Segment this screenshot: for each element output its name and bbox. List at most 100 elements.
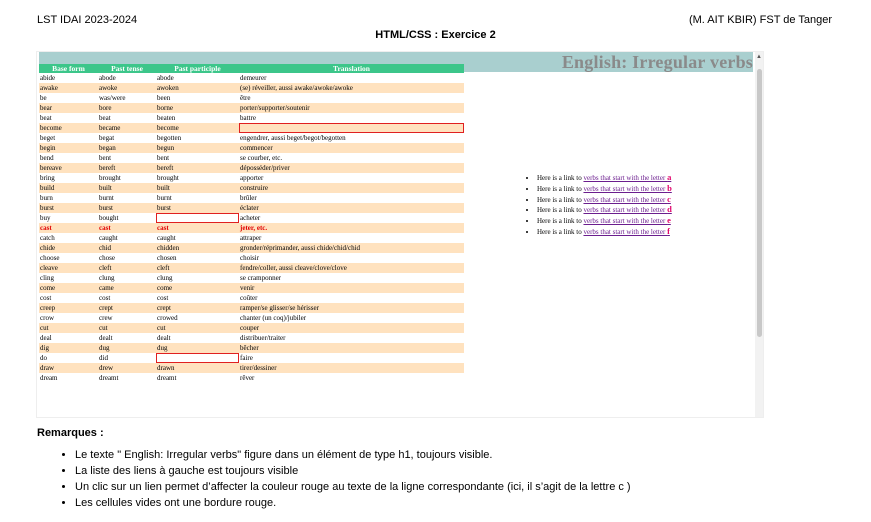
table-cell: do [40, 354, 47, 362]
table-row: buy bought acheter [39, 213, 464, 223]
table-cell: jeter, etc. [239, 223, 464, 233]
link-prefix: Here is a link to [537, 195, 584, 204]
table-cell: become [39, 123, 98, 133]
remark-item: Le texte " English: Irregular verbs" fig… [75, 447, 631, 463]
table-cell: cost [40, 294, 52, 302]
scroll-up-arrow-icon[interactable]: ▲ [756, 54, 762, 60]
link-prefix: Here is a link to [537, 174, 584, 182]
link-text[interactable]: verbs that start with the letter [583, 195, 668, 204]
table-cell: dug [98, 343, 156, 353]
table-cell: be [40, 94, 47, 102]
table-cell: attraper [240, 234, 262, 242]
table-row: choose chose chosen choisir [39, 253, 464, 263]
table-cell: cut [39, 323, 98, 333]
table-cell: burst [98, 203, 156, 213]
table-cell: brought [99, 174, 121, 182]
table-row: draw drew drawn tirer/dessiner [39, 363, 464, 373]
table-row: become became become [39, 123, 464, 133]
link-letter[interactable]: b [667, 182, 672, 193]
table-cell: been [157, 94, 171, 102]
table-cell: dug [156, 343, 239, 353]
table-cell: apporter [240, 174, 264, 182]
table-cell: bring [40, 174, 55, 182]
table-cell: abide [40, 74, 56, 82]
table-row: do did faire [39, 353, 464, 363]
table-row: awake awoke awoken (se) réveiller, aussi aw… [39, 83, 464, 93]
table-cell [239, 123, 464, 133]
letter-link-item: Here is a link to verbs that start with … [537, 183, 672, 194]
link-letter[interactable]: f [667, 225, 670, 236]
link-letter[interactable]: c [667, 193, 671, 204]
table-cell: caught [157, 234, 176, 242]
table-cell: (se) réveiller, aussi awake/awoke/awoke [239, 83, 464, 93]
table-cell: draw [39, 363, 98, 373]
letter-link-b[interactable]: verbs that start with the letter b [583, 182, 672, 193]
letter-link-c[interactable]: verbs that start with the letter c [583, 193, 671, 204]
table-row: dream dreamt dreamt rêver [39, 373, 464, 383]
header-author: (M. AIT KBIR) FST de Tanger [688, 14, 832, 26]
table-cell: bore [98, 103, 156, 113]
letter-link-d[interactable]: verbs that start with the letter d [583, 204, 672, 215]
table-cell: choisir [240, 254, 260, 262]
table-cell: fendre/coller, aussi cleave/clove/clove [239, 263, 464, 273]
table-cell: cut [98, 323, 156, 333]
table-cell: abode [99, 74, 116, 82]
letter-link-item: Here is a link to verbs that start with … [537, 172, 672, 183]
letter-link-item: Here is a link to verbs that start with … [537, 204, 672, 215]
link-text[interactable]: verbs that start with the letter [583, 174, 668, 182]
link-text[interactable]: verbs that start with the letter [583, 184, 668, 193]
table-cell: burnt [157, 194, 172, 202]
table-cell: bend [40, 154, 54, 162]
table-cell: begin [39, 143, 98, 153]
letter-links-list: Here is a link to verbs that start with … [525, 172, 672, 237]
link-letter[interactable]: e [667, 215, 671, 226]
table-row: cut cut cut couper [39, 323, 464, 333]
table-cell: commencer [239, 143, 464, 153]
column-header-translation: Translation [239, 64, 464, 73]
link-letter[interactable]: d [667, 204, 672, 215]
link-text[interactable]: verbs that start with the letter [583, 206, 668, 215]
table-cell: built [98, 183, 156, 193]
table-cell: chose [99, 254, 115, 262]
table-cell: awoken [156, 83, 239, 93]
letter-link-a[interactable]: verbs that start with the letter a [583, 172, 672, 182]
table-row: cling clung clung se cramponner [39, 273, 464, 283]
table-cell: abode [157, 74, 174, 82]
table-cell: built [156, 183, 239, 193]
table-cell: drew [98, 363, 156, 373]
table-cell: gronder/réprimander, aussi chide/chid/ch… [239, 243, 464, 253]
table-cell: did [99, 354, 108, 362]
table-cell: chid [98, 243, 156, 253]
column-header-past-participle: Past participle [156, 64, 239, 73]
scrollbar-thumb[interactable] [757, 69, 762, 337]
table-cell: dig [39, 343, 98, 353]
column-header-past-tense: Past tense [98, 64, 156, 73]
table-cell: awoke [98, 83, 156, 93]
link-letter[interactable]: a [667, 172, 672, 182]
table-cell: became [98, 123, 156, 133]
table-row: chide chid chidden gronder/réprimander, aus… [39, 243, 464, 253]
table-row: deal dealt dealt distribuer/traiter [39, 333, 464, 343]
letter-link-e[interactable]: verbs that start with the letter e [583, 215, 671, 226]
table-cell: catch [40, 234, 55, 242]
column-header-base-form: Base form [39, 64, 98, 73]
remarks-title: Remarques : [37, 427, 104, 439]
scrollbar[interactable]: ▲ [755, 52, 763, 417]
link-text[interactable]: verbs that start with the letter [583, 227, 668, 236]
link-text[interactable]: verbs that start with the letter [583, 217, 668, 226]
table-cell: beget [40, 134, 56, 142]
letter-link-f[interactable]: verbs that start with the letter f [583, 225, 670, 236]
table-cell: chide [39, 243, 98, 253]
table-cell: déposséder/priver [239, 163, 464, 173]
table-cell: burst [39, 203, 98, 213]
table-cell: become [156, 123, 239, 133]
table-cell: crew [99, 314, 113, 322]
table-cell: chanter (un coq)/jubiler [240, 314, 307, 322]
table-cell: buy [40, 214, 51, 222]
table-cell: build [39, 183, 98, 193]
table-cell: être [240, 94, 251, 102]
table-cell: coûter [240, 294, 258, 302]
table-cell: couper [239, 323, 464, 333]
table-cell: cast [156, 223, 239, 233]
table-cell: come [156, 283, 239, 293]
